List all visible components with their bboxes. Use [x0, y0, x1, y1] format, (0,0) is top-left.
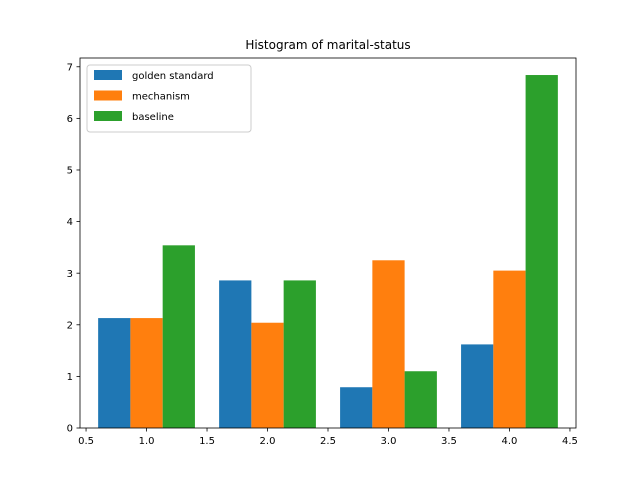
legend-swatch — [94, 111, 122, 121]
legend-label: mechanism — [132, 92, 190, 103]
y-tick-label: 6 — [67, 114, 73, 125]
bar-baseline-2 — [283, 280, 316, 428]
x-tick-label: 0.5 — [78, 436, 94, 447]
chart-title: Histogram of marital-status — [245, 38, 410, 52]
legend-swatch — [94, 70, 122, 80]
y-tick-label: 5 — [67, 166, 73, 177]
bar-golden-standard-4 — [461, 344, 494, 428]
x-tick-label: 1.0 — [139, 436, 155, 447]
y-tick-label: 4 — [67, 217, 73, 228]
y-tick-label: 2 — [67, 320, 73, 331]
legend-swatch — [94, 90, 122, 101]
bar-mechanism-4 — [493, 270, 526, 428]
y-tick-label: 7 — [67, 62, 73, 73]
bar-baseline-3 — [404, 371, 437, 428]
y-tick-label: 0 — [67, 424, 73, 435]
bar-golden-standard-3 — [340, 387, 373, 428]
x-tick-label: 3.0 — [381, 436, 397, 447]
x-tick-label: 3.5 — [441, 436, 457, 447]
x-tick-label: 4.0 — [502, 436, 518, 447]
legend-label: baseline — [132, 112, 174, 123]
plot-area: 0.5 1.0 1.5 2.0 2.5 3.0 3.5 4.0 4.5 0 1 2 3 4 5 6 7 golde… — [67, 57, 578, 447]
bar-mechanism-3 — [372, 260, 405, 428]
bar-mechanism-2 — [251, 322, 284, 428]
bar-golden-standard-1 — [98, 318, 131, 428]
bar-baseline-1 — [162, 245, 195, 428]
bar-golden-standard-2 — [219, 280, 252, 428]
x-tick-label: 4.5 — [562, 436, 578, 447]
legend-label: golden standard — [132, 71, 214, 82]
legend: golden standard mechanism baseline — [86, 64, 252, 133]
y-tick-label: 3 — [67, 269, 73, 280]
legend-box — [86, 64, 252, 133]
bar-mechanism-1 — [130, 318, 163, 428]
y-tick-label: 1 — [67, 372, 73, 383]
bar-baseline-4 — [525, 75, 558, 428]
x-tick-label: 2.0 — [260, 436, 276, 447]
x-tick-label: 2.5 — [320, 436, 336, 447]
x-tick-label: 1.5 — [199, 436, 215, 447]
